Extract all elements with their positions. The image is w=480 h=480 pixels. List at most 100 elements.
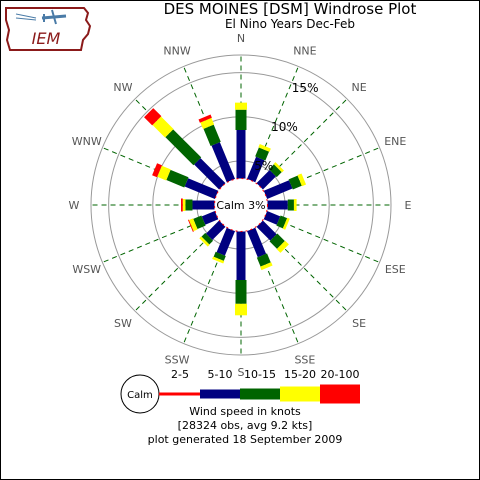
bar-nne xyxy=(246,144,271,185)
bar-segment-n xyxy=(236,130,246,179)
bar-segment-w xyxy=(181,198,183,212)
footer-generated: plot generated 18 September 2009 xyxy=(147,433,343,446)
direction-label: NNW xyxy=(163,45,190,58)
bar-ene xyxy=(261,173,307,200)
chart-footer: Wind speed in knots [28324 obs, avg 9.2 … xyxy=(130,405,360,447)
bar-segment-ne xyxy=(268,164,282,178)
bar-segment-e xyxy=(287,199,294,211)
bar-segment-ese xyxy=(276,215,288,229)
direction-label: ENE xyxy=(384,135,406,148)
direction-label: NW xyxy=(113,81,132,94)
bar-w xyxy=(181,198,219,212)
bar-segment-nw xyxy=(194,158,226,190)
bar-segment-sse xyxy=(246,227,267,258)
bar-segment-s xyxy=(235,303,247,316)
ring-label: 5% xyxy=(254,159,273,173)
bar-segment-e xyxy=(293,199,297,211)
direction-label: SW xyxy=(114,317,132,330)
bar-segment-nnw xyxy=(203,124,221,146)
bar-segment-s xyxy=(235,280,247,304)
bar-segment-ene xyxy=(288,175,302,190)
direction-label: W xyxy=(69,199,80,212)
bar-segment-wsw xyxy=(201,210,219,225)
bar-segment-sw xyxy=(205,220,226,241)
direction-label: SE xyxy=(352,317,366,330)
legend-label: 15-20 xyxy=(284,368,316,381)
bar-segment-wnw xyxy=(166,169,189,188)
direction-label: SSW xyxy=(165,353,190,366)
bar-segment-nne xyxy=(246,156,265,183)
bar-segment-n xyxy=(235,102,247,110)
footer-units: Wind speed in knots xyxy=(189,405,301,418)
ring-label: 10% xyxy=(271,120,298,134)
bar-wsw xyxy=(187,210,221,232)
logo-text: IEM xyxy=(32,29,61,48)
bar-segment-nne xyxy=(255,147,270,161)
outer-ring xyxy=(90,54,392,356)
direction-label: NNE xyxy=(293,45,316,58)
bar-segment-sw xyxy=(201,232,214,245)
bar-segment-ssw xyxy=(216,227,236,256)
bar-segment-sw xyxy=(199,236,210,247)
legend-calm-label: Calm xyxy=(127,390,153,401)
bar-segment-nw xyxy=(144,108,162,126)
ring-label: 15% xyxy=(292,81,319,95)
bar-segment-w xyxy=(185,199,193,211)
bar-segment-se xyxy=(276,240,289,253)
legend-label: 5-10 xyxy=(208,368,233,381)
bar-segment-wnw xyxy=(152,163,162,178)
direction-label: WNW xyxy=(72,135,102,148)
bar-segment-n xyxy=(235,109,247,130)
calm-circle xyxy=(214,178,268,232)
direction-label: ESE xyxy=(385,263,406,276)
legend-swatch xyxy=(320,384,360,404)
legend-swatch xyxy=(159,392,200,396)
bar-se xyxy=(256,220,289,253)
bar-segment-nne xyxy=(258,144,271,152)
bar-segment-ene xyxy=(263,180,293,200)
bar-sse xyxy=(246,225,273,271)
bar-segment-se xyxy=(256,220,277,241)
direction-label: N xyxy=(237,32,245,45)
bar-segment-nnw xyxy=(200,117,215,130)
bar-n xyxy=(235,102,247,183)
bar-segment-nw xyxy=(165,129,202,166)
footer-obs: [28324 obs, avg 9.2 kts] xyxy=(177,419,313,432)
bar-nw xyxy=(144,108,226,190)
legend-swatch xyxy=(200,389,240,399)
bar-segment-ese xyxy=(263,210,281,225)
bar-segment-se xyxy=(269,233,285,249)
legend-label: 2-5 xyxy=(171,368,189,381)
bar-e xyxy=(263,199,297,211)
direction-label: SSE xyxy=(294,353,315,366)
bar-segment-ene xyxy=(297,173,307,187)
legend-label: 10-15 xyxy=(244,368,276,381)
bar-segment-e xyxy=(267,200,288,210)
direction-label: NE xyxy=(351,81,366,94)
legend-swatch xyxy=(280,386,320,402)
bar-segment-sse xyxy=(260,262,273,271)
chart-title: DES MOINES [DSM] Windrose Plot xyxy=(163,0,417,18)
bar-segment-ese xyxy=(282,217,290,230)
bar-nnw xyxy=(198,114,236,185)
bar-segment-w xyxy=(192,200,215,210)
bar-segment-ssw xyxy=(213,251,226,261)
direction-label: E xyxy=(405,199,412,212)
bar-segment-ne xyxy=(273,162,284,173)
bar-segment-ne xyxy=(256,169,277,190)
bar-ssw xyxy=(212,225,236,264)
direction-label: S xyxy=(238,366,245,379)
calm-label: Calm 3% xyxy=(216,199,265,212)
bar-segment-w xyxy=(182,199,186,211)
bar-s xyxy=(235,227,247,316)
bar-segment-wsw xyxy=(187,219,194,232)
bar-segment-s xyxy=(236,231,246,280)
bar-segment-wnw xyxy=(184,178,219,200)
bar-wnw xyxy=(152,163,221,200)
bar-segment-nnw xyxy=(198,114,212,123)
bar-segment-wsw xyxy=(193,215,206,229)
bar-segment-sse xyxy=(256,253,271,267)
iem-logo: IEM xyxy=(5,7,92,51)
direction-label: WSW xyxy=(72,263,101,276)
